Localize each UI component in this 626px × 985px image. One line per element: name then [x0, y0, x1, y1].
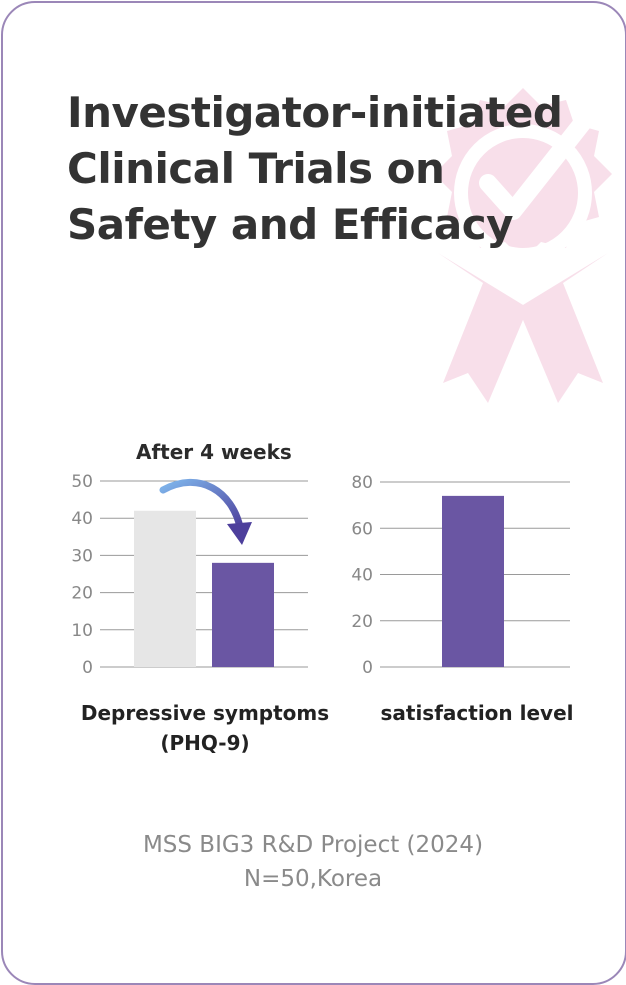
y-tick-label: 50: [71, 472, 93, 492]
y-tick-label: 30: [71, 546, 93, 566]
y-tick-label: 0: [362, 658, 373, 678]
curved-arrow-icon: [159, 478, 252, 545]
depressive-symptoms-chart: 0 10 20 30 40 50: [71, 472, 308, 678]
y-tick-label: 10: [71, 621, 93, 641]
chart1-xlabel: Depressive symptoms (PHQ-9): [40, 698, 370, 758]
source-line-2: N=50,Korea: [243, 866, 383, 892]
y-tick-label: 20: [351, 612, 373, 632]
bar: [134, 510, 196, 667]
title-line-2: Clinical Trials on: [67, 144, 445, 193]
y-tick-label: 80: [351, 473, 373, 493]
chart2-xlabel: satisfaction level: [352, 698, 602, 728]
y-tick-label: 40: [71, 509, 93, 529]
charts: 0 10 20 30 40 50 0 20 40 60 80: [71, 472, 570, 678]
source-line-1: MSS BIG3 R&D Project (2024): [142, 832, 484, 858]
y-tick-label: 0: [82, 658, 93, 678]
page-title: Investigator-initiated Clinical Trials o…: [67, 85, 607, 253]
title-line-1: Investigator-initiated: [67, 88, 563, 137]
chart2-xlabel-text: satisfaction level: [380, 701, 574, 725]
bar: [212, 562, 274, 667]
source-note: MSS BIG3 R&D Project (2024) N=50,Korea: [0, 828, 626, 896]
y-tick-label: 40: [351, 566, 373, 586]
y-tick-label: 60: [351, 519, 373, 539]
y-tick-label: 20: [71, 584, 93, 604]
after-4-weeks-annotation: After 4 weeks: [136, 440, 292, 464]
award-ribbon-check-icon: [434, 88, 612, 403]
chart1-xlabel-line-2: (PHQ-9): [160, 731, 250, 755]
chart1-xlabel-line-1: Depressive symptoms: [80, 701, 330, 725]
bar: [442, 495, 504, 667]
title-line-3: Safety and Efficacy: [67, 200, 514, 249]
satisfaction-level-chart: 0 20 40 60 80: [351, 473, 570, 678]
